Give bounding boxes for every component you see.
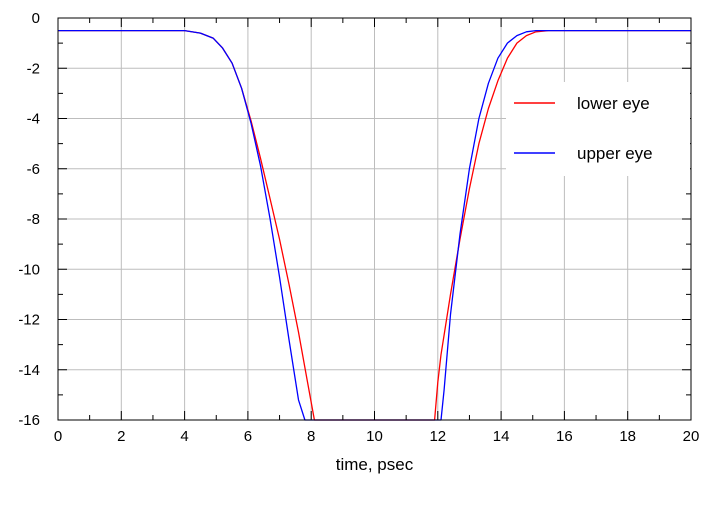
y-tick-label: -6 (27, 161, 40, 178)
ticks (57, 17, 692, 421)
x-tick-label: 10 (366, 428, 383, 445)
grid (58, 18, 691, 420)
y-tick-label: -10 (18, 261, 40, 278)
legend-label: lower eye (577, 94, 650, 113)
x-tick-label: 4 (180, 428, 188, 445)
legend-background (506, 82, 690, 176)
legend: lower eye upper eye (506, 82, 690, 176)
y-tick-labels: 0 -2 -4 -6 -8 -10 -12 -14 -16 (18, 10, 40, 429)
y-tick-label: -4 (27, 111, 40, 128)
y-tick-label: -8 (27, 211, 40, 228)
x-tick-label: 8 (307, 428, 315, 445)
y-tick-label: -14 (18, 362, 40, 379)
x-tick-label: 16 (556, 428, 573, 445)
x-tick-labels: 0 2 4 6 8 10 12 14 16 18 20 (54, 428, 700, 445)
x-tick-label: 18 (619, 428, 636, 445)
x-tick-label: 20 (683, 428, 700, 445)
x-tick-label: 2 (117, 428, 125, 445)
x-axis-title: time, psec (336, 455, 414, 474)
y-tick-label: -2 (27, 60, 40, 77)
y-tick-label: 0 (32, 10, 40, 27)
x-tick-label: 0 (54, 428, 62, 445)
x-tick-label: 12 (429, 428, 446, 445)
x-tick-label: 6 (244, 428, 252, 445)
x-tick-label: 14 (493, 428, 510, 445)
y-tick-label: -16 (18, 412, 40, 429)
legend-label: upper eye (577, 144, 653, 163)
y-tick-label: -12 (18, 312, 40, 329)
